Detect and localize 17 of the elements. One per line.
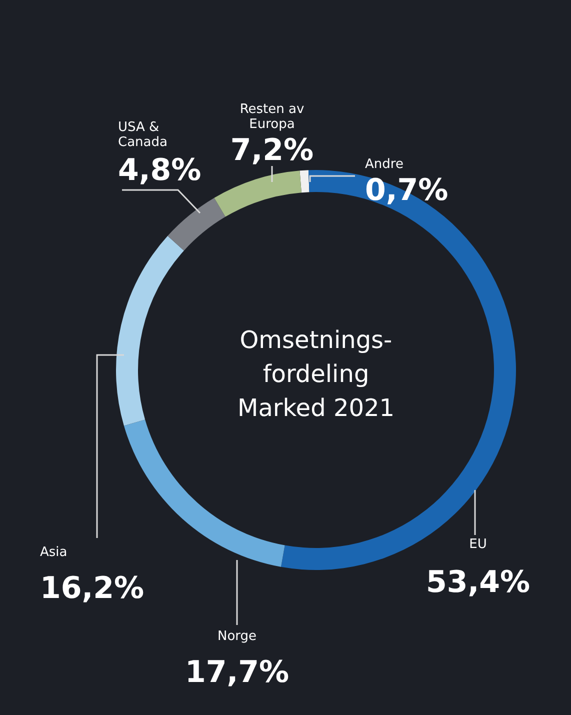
data-label: 17,7% [184,655,290,690]
slice-label: EU [469,537,487,552]
data-label: 16,2% [40,571,144,606]
data-label: 53,4% [426,565,530,600]
slice-label: Andre [365,157,404,172]
slice-label: Norge [217,629,257,644]
slice-label: Resten av Europa [240,102,304,132]
data-label: 7,2% [230,133,314,168]
text: Omsetnings- fordeling Marked 2021 [237,326,395,422]
slice-label: USA & Canada [118,120,168,150]
donut-slice [116,236,184,426]
donut-slice [300,170,310,193]
donut-slice [124,420,285,567]
data-label: 4,8% [118,153,202,188]
donut-slice [214,170,302,217]
donut-slice [168,198,226,251]
slice-label: Asia [40,545,68,560]
